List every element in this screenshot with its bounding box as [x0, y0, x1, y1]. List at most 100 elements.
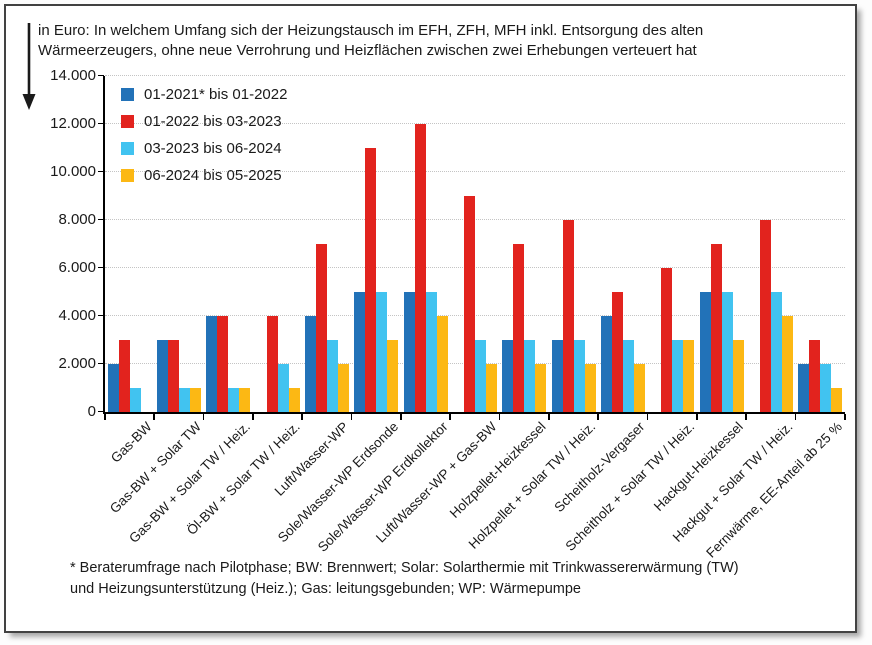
- x-axis-tick: [597, 414, 599, 420]
- bar-series2-cat7: [414, 124, 426, 412]
- y-axis-tick: [98, 267, 104, 268]
- gridline: [105, 171, 845, 172]
- y-axis-tick: [98, 363, 104, 364]
- bar-series2-cat11: [612, 292, 623, 412]
- y-axis-line: [103, 76, 105, 414]
- gridline: [105, 219, 845, 220]
- x-axis-tick: [696, 414, 698, 420]
- category-label: Scheitholz-Vergaser: [551, 419, 648, 516]
- legend-swatch-icon: [121, 169, 134, 182]
- x-axis-tick: [745, 414, 747, 420]
- legend-swatch-icon: [121, 142, 134, 155]
- y-axis-label: 0: [87, 403, 96, 420]
- bar-series1-cat11: [601, 316, 612, 412]
- bar-series1-cat7: [403, 292, 415, 412]
- bar-series3-cat3: [228, 388, 240, 412]
- bar-series3-cat8: [475, 340, 486, 412]
- bar-series3-cat6: [376, 292, 388, 412]
- bar-series2-cat5: [316, 244, 327, 412]
- bar-series2-cat14: [760, 220, 771, 412]
- y-axis-tick: [98, 75, 104, 76]
- bar-series2-cat9: [513, 244, 525, 412]
- bar-series4-cat13: [732, 340, 744, 412]
- y-axis-label: 10.000: [50, 163, 96, 180]
- bar-series2-cat15: [809, 340, 821, 412]
- legend-label: 01-2021* bis 01-2022: [144, 86, 288, 103]
- bar-series3-cat15: [820, 364, 832, 412]
- bar-series2-cat2: [168, 340, 179, 412]
- bar-series4-cat4: [288, 388, 300, 412]
- bar-series2-cat1: [118, 340, 130, 412]
- chart-footnote-line-2: und Heizungsunterstützung (Heiz.); Gas: …: [70, 581, 581, 597]
- y-axis-label: 6.000: [58, 259, 96, 276]
- legend-label: 01-2022 bis 03-2023: [144, 113, 282, 130]
- bar-series4-cat6: [387, 340, 399, 412]
- legend-swatch-icon: [121, 88, 134, 101]
- y-axis-label: 14.000: [50, 67, 96, 84]
- chart-footnote: * Beraterumfrage nach Pilotphase; BW: Br…: [70, 558, 790, 600]
- y-axis-tick: [98, 123, 104, 124]
- bar-series2-cat6: [365, 148, 377, 412]
- bar-series3-cat14: [771, 292, 782, 412]
- legend-item: 01-2022 bis 03-2023: [121, 111, 287, 132]
- x-axis-line: [103, 412, 845, 414]
- bar-series3-cat1: [129, 388, 141, 412]
- bar-series1-cat2: [157, 340, 168, 412]
- bar-series4-cat3: [239, 388, 251, 412]
- bar-series4-cat2: [190, 388, 201, 412]
- y-axis-tick: [98, 315, 104, 316]
- category-label: Gas-BW: [107, 419, 155, 466]
- bar-series4-cat9: [535, 364, 547, 412]
- bar-series2-cat12: [661, 268, 673, 412]
- bar-series2-cat3: [217, 316, 229, 412]
- legend-label: 03-2023 bis 06-2024: [144, 140, 282, 157]
- gridline: [105, 123, 845, 124]
- category-label: Holzpellet-Heizkessel: [447, 419, 549, 521]
- y-axis-label: 4.000: [58, 307, 96, 324]
- bar-series1-cat1: [107, 364, 119, 412]
- y-axis-tick: [98, 171, 104, 172]
- y-axis-tick: [98, 219, 104, 220]
- bar-series1-cat9: [502, 340, 514, 412]
- y-axis-label: 8.000: [58, 211, 96, 228]
- bar-series1-cat10: [551, 340, 563, 412]
- x-axis-tick: [252, 414, 254, 420]
- bar-series3-cat9: [524, 340, 536, 412]
- bar-series3-cat5: [327, 340, 338, 412]
- bar-series4-cat7: [436, 316, 448, 412]
- category-label: Gas-BW + Solar TW: [106, 419, 204, 517]
- down-arrow-icon: [16, 20, 46, 112]
- y-axis-tick: [98, 411, 104, 412]
- bar-series1-cat15: [798, 364, 810, 412]
- legend-item: 06-2024 bis 05-2025: [121, 165, 287, 186]
- bar-series3-cat10: [573, 340, 585, 412]
- x-axis-tick: [844, 414, 846, 420]
- bar-series1-cat5: [305, 316, 316, 412]
- bar-series3-cat13: [721, 292, 733, 412]
- x-axis-tick: [202, 414, 205, 420]
- chart-title-line-2: Wärmeerzeugers, ohne neue Verrohrung und…: [38, 42, 697, 59]
- bar-series4-cat12: [683, 340, 695, 412]
- bar-series3-cat4: [277, 364, 289, 412]
- x-axis-tick: [498, 414, 501, 420]
- bar-series2-cat4: [266, 316, 278, 412]
- chart-footnote-line-1: * Beraterumfrage nach Pilotphase; BW: Br…: [70, 560, 739, 576]
- legend-item: 03-2023 bis 06-2024: [121, 138, 287, 159]
- bar-series4-cat15: [831, 388, 843, 412]
- x-axis-tick: [646, 414, 649, 420]
- x-axis-tick: [301, 414, 303, 420]
- bar-series1-cat6: [354, 292, 366, 412]
- bar-series4-cat5: [338, 364, 349, 412]
- legend-item: 01-2021* bis 01-2022: [121, 84, 287, 105]
- x-axis-tick: [350, 414, 353, 420]
- gridline: [105, 315, 845, 316]
- x-axis-tick: [104, 414, 106, 420]
- bar-series4-cat10: [584, 364, 596, 412]
- chart-title: in Euro: In welchem Umfang sich der Heiz…: [38, 21, 718, 61]
- gridline: [105, 75, 845, 76]
- x-axis-tick: [794, 414, 797, 420]
- bar-series3-cat12: [672, 340, 684, 412]
- x-axis-tick: [548, 414, 550, 420]
- bar-series1-cat3: [206, 316, 218, 412]
